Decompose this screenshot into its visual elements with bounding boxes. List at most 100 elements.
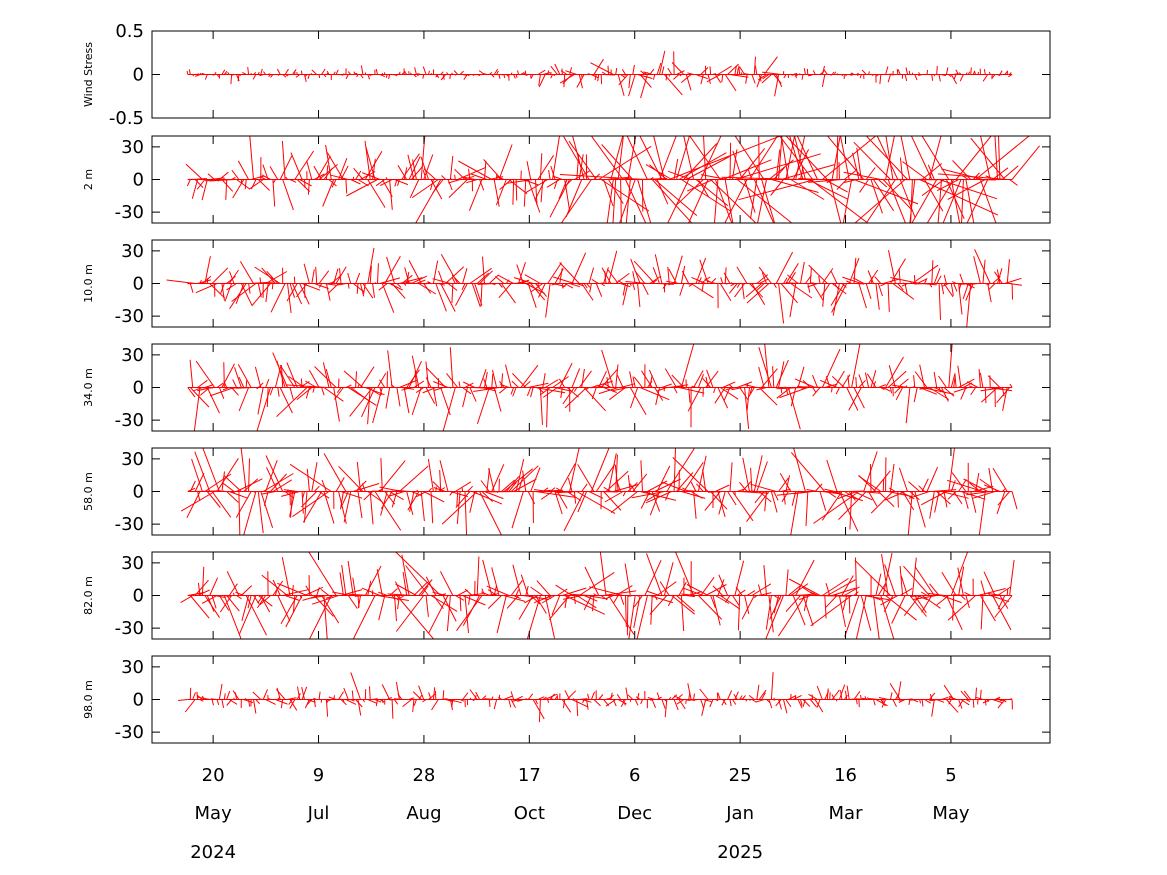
stick: [744, 595, 750, 615]
stick: [538, 74, 541, 86]
stick: [754, 65, 758, 75]
stick: [745, 283, 762, 298]
stick: [926, 179, 955, 223]
stick: [686, 584, 709, 596]
stick: [929, 491, 935, 519]
stick: [397, 595, 400, 610]
stick: [306, 468, 310, 492]
stick: [779, 387, 808, 399]
stick: [681, 270, 690, 284]
stick: [892, 699, 897, 707]
stick: [633, 595, 643, 608]
stick: [508, 481, 517, 492]
stick: [620, 699, 626, 707]
stick: [540, 179, 544, 203]
stick: [323, 491, 335, 524]
stick: [305, 387, 310, 399]
stick: [615, 364, 619, 388]
stick: [938, 375, 947, 388]
stick: [515, 695, 523, 700]
stick: [885, 491, 906, 501]
stick: [909, 491, 920, 501]
stick: [505, 364, 512, 388]
stick: [676, 136, 690, 180]
stick: [195, 360, 216, 388]
stick: [512, 387, 517, 397]
stick: [518, 262, 526, 284]
stick: [965, 595, 970, 609]
stick: [240, 585, 253, 596]
stick: [284, 68, 289, 75]
stick: [376, 569, 383, 596]
stick: [746, 387, 750, 412]
stick: [221, 283, 225, 301]
stick: [789, 283, 797, 318]
stick: [394, 699, 399, 705]
stick: [488, 468, 495, 492]
stick: [375, 699, 378, 707]
stick: [357, 595, 361, 609]
stick: [781, 491, 789, 503]
stick: [492, 369, 498, 388]
stick: [838, 491, 867, 520]
stick: [665, 74, 668, 81]
stick: [197, 582, 201, 596]
stick: [689, 136, 721, 180]
stick: [959, 74, 964, 82]
stick: [237, 160, 250, 180]
stick: [943, 387, 955, 397]
stick: [736, 67, 739, 75]
stick: [408, 260, 422, 284]
stick: [764, 344, 770, 388]
stick: [970, 387, 977, 396]
stick: [919, 699, 921, 704]
stick: [873, 179, 895, 212]
stick: [681, 179, 732, 212]
stick: [468, 168, 471, 180]
stick: [927, 164, 935, 180]
stick: [297, 686, 301, 700]
stick: [339, 572, 344, 596]
stick: [552, 136, 560, 180]
stick: [911, 179, 938, 223]
stick: [587, 693, 590, 700]
stick: [661, 66, 665, 75]
stick: [758, 347, 772, 388]
stick: [916, 278, 927, 284]
stick: [639, 136, 663, 180]
stick: [311, 462, 318, 492]
stick: [933, 268, 941, 284]
stick: [841, 575, 854, 596]
stick: [749, 387, 753, 394]
stick: [379, 460, 406, 492]
stick: [590, 62, 614, 75]
y-axis-label: 58.0 m: [82, 472, 95, 511]
stick: [720, 277, 724, 284]
stick: [874, 276, 882, 284]
stick: [678, 699, 686, 710]
stick: [788, 695, 797, 700]
stick: [423, 168, 437, 180]
stick: [700, 136, 722, 180]
x-tick-day: 16: [834, 765, 857, 786]
stick: [909, 595, 927, 617]
stick: [335, 477, 345, 492]
stick: [510, 465, 539, 492]
stick: [697, 455, 707, 492]
stick: [506, 595, 519, 609]
stick: [335, 266, 347, 284]
stick: [583, 387, 606, 412]
stick: [902, 491, 915, 511]
stick: [230, 74, 233, 85]
stick: [601, 267, 612, 284]
stick: [511, 491, 524, 529]
stick: [413, 581, 428, 596]
stick: [538, 283, 546, 298]
stick: [600, 368, 618, 388]
stick: [965, 179, 975, 223]
stick: [831, 387, 833, 393]
stick: [550, 74, 553, 79]
stick: [676, 694, 683, 700]
stick: [433, 381, 449, 388]
stick: [987, 387, 1013, 392]
